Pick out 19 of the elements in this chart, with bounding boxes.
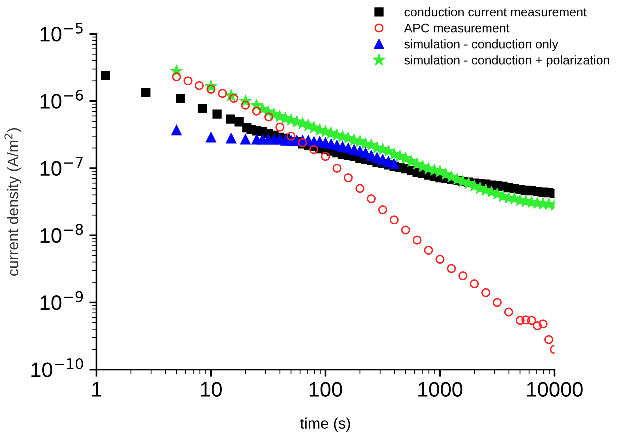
y-tick-label: 10$^{−10}$: [32, 358, 84, 378]
point: [286, 132, 296, 141]
legend-label: APC measurement: [404, 24, 510, 33]
y-tick-label: 10$^{−6}$: [40, 90, 84, 109]
legend-label: conduction current measurement: [404, 8, 587, 17]
x-tick-label: 100: [310, 382, 342, 397]
y-tick-label: 10$^{−8}$: [40, 224, 84, 244]
y-tick-label: 10$^{−9}$: [40, 291, 84, 310]
x-axis-title: time (s): [300, 418, 350, 432]
y-tick-label: 10$^{−7}$: [40, 157, 83, 176]
point: [389, 158, 400, 170]
x-tick-label: 10: [201, 382, 222, 397]
legend-label: simulation - conduction + polarization: [404, 56, 610, 68]
x-tick-label: 1: [92, 382, 102, 397]
y-tick-label: 10$^{−5}$: [40, 22, 83, 42]
x-tick-label: 1000: [418, 382, 463, 397]
legend-label: simulation - conduction only: [404, 40, 558, 52]
y-axis-title: current density (A/m$^{2}$): [4, 128, 22, 276]
x-tick-label: 10000: [527, 382, 583, 397]
